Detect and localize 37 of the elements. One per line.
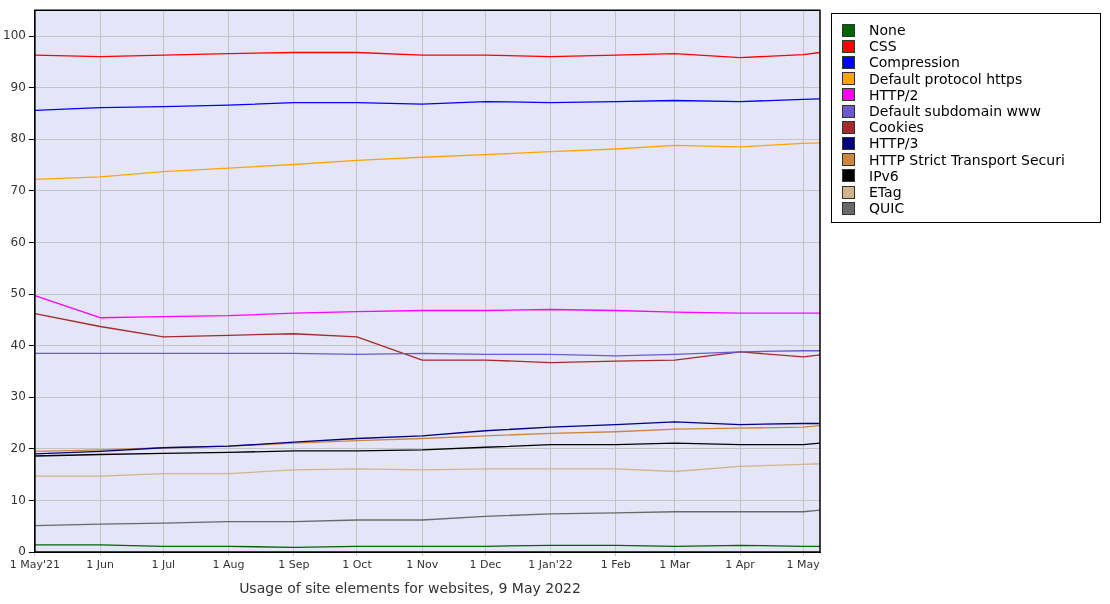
legend-label: Compression: [869, 54, 960, 71]
legend-label: HTTP Strict Transport Securi: [869, 151, 1065, 168]
legend-label: IPv6: [869, 167, 899, 185]
y-tick-label: 90: [10, 79, 26, 94]
y-tick-label: 70: [10, 182, 26, 197]
x-tick-label: 1 May'21: [9, 558, 61, 572]
text: Usage of site elements for websites, 9 May 2022: [239, 580, 581, 597]
legend-label: Default protocol https: [869, 70, 1023, 87]
y-tick-label: 80: [10, 131, 26, 146]
y-tick-label: 50: [10, 286, 26, 301]
legend-label: Default subdomain www: [869, 103, 1041, 120]
legend-label: ETag: [869, 184, 902, 201]
legend-label: None: [869, 22, 906, 39]
legend-label: CSS: [869, 38, 897, 55]
x-tick-label: 1 Dec: [469, 558, 502, 572]
x-tick-label: 1 Jan'22: [528, 558, 573, 572]
y-tick-label: 10: [10, 492, 26, 507]
legend-label: QUIC: [869, 200, 905, 217]
x-tick-label: 1 Sep: [278, 558, 310, 572]
legend-label: HTTP/3: [869, 135, 919, 152]
x-tick-label: 1 Mar: [659, 558, 691, 572]
x-tick-label: 1 Nov: [406, 558, 439, 572]
y-tick-label: 30: [10, 389, 26, 404]
y-tick-label: 60: [10, 234, 26, 249]
legend-label: HTTP/2: [869, 86, 919, 104]
y-tick-label: 40: [10, 337, 26, 352]
x-tick-label: 1 May: [786, 558, 821, 572]
y-tick-label: 0: [18, 544, 26, 559]
y-tick-label: 20: [10, 440, 26, 455]
y-tick-label: 100: [3, 28, 26, 43]
x-tick-label: 1 Apr: [725, 558, 756, 572]
x-tick-label: 1 Jun: [86, 558, 115, 572]
x-tick-label: 1 Feb: [600, 558, 631, 572]
x-tick-label: 1 Oct: [342, 558, 373, 572]
x-tick-label: 1 Jul: [151, 558, 176, 572]
x-tick-label: 1 Aug: [212, 558, 245, 572]
legend-label: Cookies: [869, 119, 924, 136]
